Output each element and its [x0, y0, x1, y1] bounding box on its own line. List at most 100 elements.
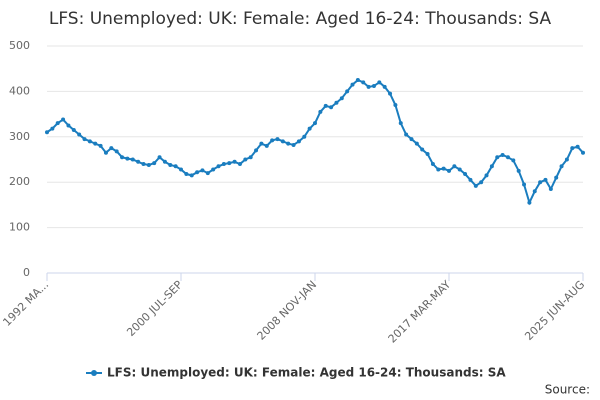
point	[420, 147, 425, 152]
point	[173, 164, 178, 169]
point	[436, 167, 441, 172]
point	[179, 167, 183, 172]
point	[500, 152, 505, 157]
point	[575, 144, 580, 149]
x-tick-label: 2008 NOV-JAN	[255, 278, 320, 343]
point	[195, 170, 200, 175]
point	[564, 157, 569, 162]
point	[473, 183, 478, 188]
point	[162, 159, 167, 164]
point	[50, 126, 55, 131]
point	[259, 141, 264, 146]
point	[254, 148, 259, 153]
point	[543, 177, 548, 182]
point	[505, 155, 510, 160]
point	[527, 200, 532, 205]
point	[371, 83, 376, 88]
point	[339, 96, 344, 101]
point	[329, 105, 334, 110]
legend-marker	[91, 370, 97, 376]
point	[114, 149, 119, 154]
point	[146, 162, 151, 167]
point	[425, 152, 430, 157]
point	[77, 132, 82, 137]
point	[125, 156, 130, 161]
y-tick-label: 100	[9, 221, 30, 234]
x-tick-label: 2025 JUN-AUG	[522, 278, 587, 343]
point	[82, 137, 87, 142]
point	[232, 159, 237, 164]
point	[554, 175, 559, 180]
point	[216, 164, 221, 169]
point	[189, 173, 194, 178]
point	[548, 187, 553, 192]
point	[55, 121, 60, 126]
point	[141, 162, 146, 167]
point	[318, 109, 323, 114]
point	[286, 141, 291, 146]
point	[489, 164, 494, 169]
y-tick-label: 500	[9, 39, 30, 52]
point	[280, 139, 285, 144]
point	[248, 155, 253, 160]
point	[66, 123, 71, 128]
point	[237, 162, 242, 167]
point	[377, 80, 382, 85]
point	[393, 103, 398, 108]
point	[430, 162, 435, 167]
point	[313, 121, 317, 126]
point	[168, 162, 173, 167]
legend-label: LFS: Unemployed: UK: Female: Aged 16-24:…	[107, 366, 506, 380]
point	[522, 182, 527, 187]
point	[136, 159, 141, 164]
point	[452, 164, 457, 169]
point	[120, 155, 125, 160]
y-tick-label: 200	[9, 175, 30, 188]
line	[46, 78, 584, 206]
point	[366, 84, 371, 89]
point	[463, 172, 468, 177]
point	[355, 78, 360, 83]
point	[361, 80, 366, 85]
point	[441, 166, 446, 171]
x-tick-label: 2000 JUL-SEP	[124, 278, 185, 339]
point	[414, 141, 419, 146]
x-tick-label: 2017 MAR-MAY	[386, 278, 454, 346]
point	[87, 139, 92, 144]
x-tick-label: 1992 MA...	[0, 278, 51, 329]
point	[71, 127, 76, 132]
point	[398, 121, 403, 126]
point	[516, 168, 521, 173]
point	[243, 157, 248, 162]
point	[409, 137, 414, 142]
point	[103, 150, 108, 155]
point	[302, 134, 307, 139]
point	[581, 150, 585, 155]
point	[109, 146, 114, 151]
point	[61, 117, 66, 122]
point	[404, 132, 409, 137]
point	[227, 161, 232, 166]
point	[388, 91, 393, 96]
point	[157, 155, 162, 160]
point	[264, 143, 269, 148]
point	[511, 158, 516, 163]
point	[570, 146, 575, 151]
point	[350, 82, 355, 87]
source: Source:	[545, 383, 590, 397]
point	[323, 103, 328, 108]
point	[205, 171, 210, 176]
point	[447, 168, 451, 173]
point	[538, 180, 543, 185]
point	[296, 139, 301, 144]
y-tick-label: 400	[9, 84, 30, 97]
point	[532, 189, 537, 194]
point	[45, 130, 49, 135]
point	[184, 172, 189, 177]
point	[479, 180, 484, 185]
point	[98, 143, 103, 148]
point	[221, 162, 226, 167]
y-tick-label: 300	[9, 130, 30, 143]
point	[200, 168, 205, 173]
